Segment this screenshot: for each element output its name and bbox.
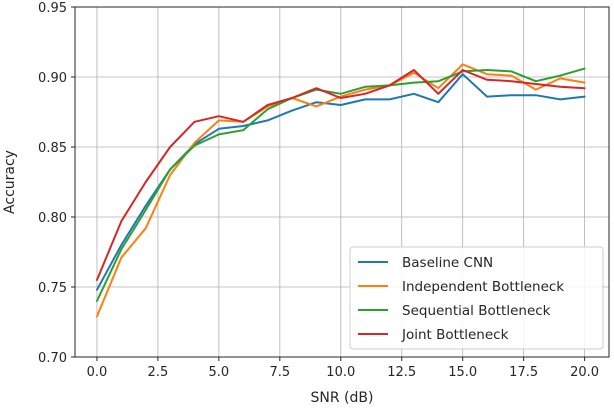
x-tick-label: 10.0 <box>326 365 355 380</box>
x-tick-label: 17.5 <box>509 365 538 380</box>
legend: Baseline CNN Independent Bottleneck Sequen… <box>349 246 604 350</box>
legend-label-independent-bottleneck: Independent Bottleneck <box>402 279 564 295</box>
x-tick-label: 20.0 <box>570 365 599 380</box>
y-axis-label: Accuracy <box>2 150 18 214</box>
legend-label-baseline-cnn: Baseline CNN <box>402 255 493 271</box>
y-tick-label: 0.75 <box>38 281 67 296</box>
y-tick-label: 0.70 <box>38 351 67 366</box>
x-tick-label: 2.5 <box>148 365 169 380</box>
series-line-sequential-bottleneck <box>95 67 586 302</box>
x-axis-ticks: 0.0 2.5 5.0 7.5 10.0 12.5 15.0 17.5 20.0 <box>87 357 599 380</box>
y-tick-label: 0.85 <box>38 141 67 156</box>
legend-label-sequential-bottleneck: Sequential Bottleneck <box>402 303 551 319</box>
y-tick-label: 0.90 <box>38 71 67 86</box>
y-tick-label: 0.80 <box>38 211 67 226</box>
y-axis-ticks: 0.70 0.75 0.80 0.85 0.90 0.95 <box>38 1 75 366</box>
legend-label-joint-bottleneck: Joint Bottleneck <box>401 327 509 343</box>
x-tick-label: 12.5 <box>387 365 416 380</box>
series-line-independent-bottleneck <box>95 63 586 318</box>
legend-box <box>349 246 604 350</box>
x-axis-label: SNR (dB) <box>311 390 374 406</box>
series-lines <box>95 63 586 318</box>
plot-frame <box>74 6 610 358</box>
grid <box>75 6 609 358</box>
x-tick-label: 7.5 <box>269 365 290 380</box>
series-line-joint-bottleneck <box>95 69 586 281</box>
x-tick-label: 15.0 <box>448 365 477 380</box>
x-tick-label: 0.0 <box>87 365 108 380</box>
x-tick-label: 5.0 <box>209 365 230 380</box>
y-tick-label: 0.95 <box>38 1 67 16</box>
